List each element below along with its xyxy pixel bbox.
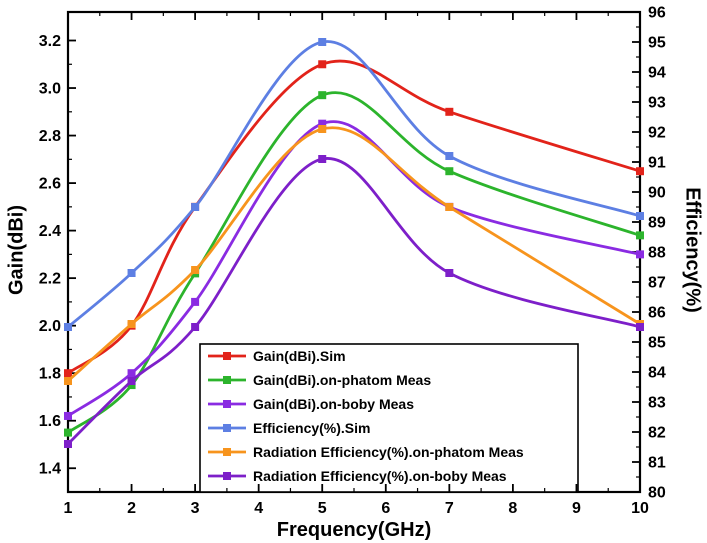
series-marker-radiation-efficiency-on-phatom-meas bbox=[318, 125, 327, 133]
series-marker-gain-dbi-sim bbox=[636, 167, 644, 176]
right-y-axis-title: Efficiency(%) bbox=[681, 187, 704, 313]
series-marker-radiation-efficiency-on-boby-meas bbox=[127, 377, 136, 385]
y-right-tick-label: 92 bbox=[648, 125, 666, 142]
y-right-tick-label: 95 bbox=[648, 35, 666, 52]
series-marker-gain-dbi-on-boby-meas bbox=[64, 411, 72, 420]
legend-marker-gain-dbi-on-phatom-meas bbox=[223, 376, 231, 384]
y-left-tick-label: 1.8 bbox=[39, 366, 61, 383]
x-tick-label: 8 bbox=[508, 500, 517, 517]
legend-marker-gain-dbi-sim bbox=[223, 352, 231, 360]
y-left-tick-label: 3.2 bbox=[39, 33, 61, 50]
series-marker-efficiency-sim bbox=[64, 323, 72, 331]
y-right-tick-label: 81 bbox=[648, 455, 666, 472]
series-line-gain-dbi-sim bbox=[66, 59, 642, 375]
x-tick-label: 4 bbox=[254, 500, 263, 517]
series-marker-radiation-efficiency-on-boby-meas bbox=[64, 440, 72, 448]
y-left-tick-label: 2.4 bbox=[39, 223, 61, 240]
series-marker-gain-dbi-on-boby-meas bbox=[191, 297, 200, 306]
legend-marker-gain-dbi-on-boby-meas bbox=[223, 400, 231, 408]
series-marker-gain-dbi-sim bbox=[445, 107, 454, 116]
series-line-radiation-efficiency-on-phatom-meas bbox=[66, 126, 642, 383]
series-marker-efficiency-sim bbox=[636, 212, 644, 220]
y-right-tick-label: 88 bbox=[648, 245, 666, 262]
y-left-tick-label: 1.6 bbox=[39, 413, 61, 430]
x-tick-label: 3 bbox=[191, 500, 200, 517]
series-marker-gain-dbi-on-phatom-meas bbox=[127, 381, 136, 390]
y-left-tick-label: 2.2 bbox=[39, 271, 61, 288]
y-right-tick-label: 90 bbox=[648, 185, 666, 202]
legend-label-gain-dbi-on-phatom-meas: Gain(dBi).on-phatom Meas bbox=[253, 372, 431, 388]
x-tick-label: 10 bbox=[631, 500, 649, 517]
y-right-tick-label: 96 bbox=[648, 5, 666, 22]
series-marker-gain-dbi-on-phatom-meas bbox=[64, 428, 72, 437]
y-right-tick-label: 89 bbox=[648, 215, 666, 232]
legend-label-gain-dbi-sim: Gain(dBi).Sim bbox=[253, 348, 346, 364]
x-tick-label: 2 bbox=[127, 500, 136, 517]
series-marker-efficiency-sim bbox=[191, 203, 200, 211]
series-marker-radiation-efficiency-on-boby-meas bbox=[191, 323, 200, 331]
legend-box bbox=[199, 343, 579, 493]
series-marker-radiation-efficiency-on-boby-meas bbox=[318, 155, 327, 163]
series-marker-gain-dbi-on-boby-meas bbox=[636, 250, 644, 259]
series-marker-efficiency-sim bbox=[127, 269, 136, 277]
x-axis-title: Frequency(GHz) bbox=[276, 519, 432, 541]
series-marker-gain-dbi-on-phatom-meas bbox=[445, 167, 454, 176]
x-tick-label: 5 bbox=[318, 500, 327, 517]
series-marker-radiation-efficiency-on-phatom-meas bbox=[191, 266, 200, 274]
legend-marker-radiation-efficiency-on-boby-meas bbox=[223, 472, 231, 480]
y-right-tick-label: 87 bbox=[648, 275, 666, 292]
series-marker-gain-dbi-on-phatom-meas bbox=[636, 231, 644, 240]
series-marker-gain-dbi-sim bbox=[64, 369, 72, 378]
y-right-tick-label: 84 bbox=[648, 365, 666, 382]
y-right-tick-label: 83 bbox=[648, 395, 666, 412]
y-right-tick-label: 93 bbox=[648, 95, 666, 112]
y-left-tick-label: 1.4 bbox=[39, 461, 61, 478]
legend-label-radiation-efficiency-on-boby-meas: Radiation Efficiency(%).on-boby Meas bbox=[253, 468, 507, 484]
series-marker-gain-dbi-on-phatom-meas bbox=[318, 91, 327, 100]
x-tick-label: 9 bbox=[572, 500, 581, 517]
series-marker-gain-dbi-sim bbox=[318, 60, 327, 69]
x-tick-label: 6 bbox=[381, 500, 390, 517]
series-marker-radiation-efficiency-on-boby-meas bbox=[445, 269, 454, 277]
y-left-tick-label: 2.6 bbox=[39, 176, 61, 193]
y-right-tick-label: 91 bbox=[648, 155, 666, 172]
y-right-tick-label: 80 bbox=[648, 485, 666, 502]
legend-label-radiation-efficiency-on-phatom-meas: Radiation Efficiency(%).on-phatom Meas bbox=[253, 444, 524, 460]
legend-label-efficiency-sim: Efficiency(%).Sim bbox=[253, 420, 370, 436]
y-left-tick-label: 2.8 bbox=[39, 128, 61, 145]
y-right-tick-label: 94 bbox=[648, 65, 666, 82]
series-marker-gain-dbi-on-boby-meas bbox=[127, 369, 136, 378]
y-left-tick-label: 3.0 bbox=[39, 81, 61, 98]
x-tick-label: 1 bbox=[64, 500, 73, 517]
series-marker-radiation-efficiency-on-phatom-meas bbox=[127, 320, 136, 328]
legend-marker-efficiency-sim bbox=[223, 424, 231, 432]
series-marker-efficiency-sim bbox=[445, 152, 454, 160]
left-y-axis-title: Gain(dBi) bbox=[5, 205, 28, 295]
x-tick-label: 7 bbox=[445, 500, 454, 517]
y-right-tick-label: 82 bbox=[648, 425, 666, 442]
legend-label-gain-dbi-on-boby-meas: Gain(dBi).on-boby Meas bbox=[253, 396, 414, 412]
y-right-tick-label: 86 bbox=[648, 305, 666, 322]
series-marker-radiation-efficiency-on-boby-meas bbox=[636, 323, 644, 331]
series-marker-radiation-efficiency-on-phatom-meas bbox=[64, 377, 72, 385]
series-marker-radiation-efficiency-on-phatom-meas bbox=[445, 203, 454, 211]
y-left-tick-label: 2.0 bbox=[39, 318, 61, 335]
series-marker-gain-dbi-on-boby-meas bbox=[318, 119, 327, 128]
y-right-tick-label: 85 bbox=[648, 335, 666, 352]
legend-marker-radiation-efficiency-on-phatom-meas bbox=[223, 448, 231, 456]
series-marker-efficiency-sim bbox=[318, 38, 327, 46]
